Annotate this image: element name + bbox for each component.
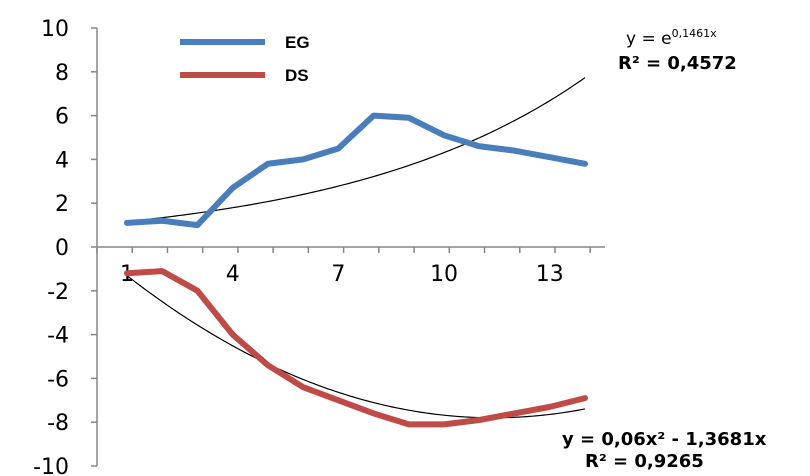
- y-tick-label: 6: [55, 105, 69, 130]
- legend-label-eg: EG: [285, 33, 310, 52]
- trendline-ds: [126, 275, 586, 419]
- trend-r2-eg: R² = 0,4572: [618, 53, 737, 74]
- series-line-ds: [124, 268, 588, 428]
- y-tick-label: 2: [55, 192, 69, 217]
- x-tick-label: 13: [536, 262, 564, 287]
- svg-text:y = e0,1461x: y = e0,1461x: [626, 27, 717, 49]
- trendline-eg: [126, 77, 586, 223]
- y-tick-label: -2: [47, 280, 69, 305]
- y-tick-label: 0: [55, 236, 69, 261]
- y-tick-label: 8: [55, 61, 69, 86]
- x-tick-label: 7: [331, 262, 345, 287]
- y-tick-label: 10: [41, 17, 69, 42]
- trend-eq-ds: y = 0,06x² - 1,3681x: [562, 429, 767, 450]
- series-lines: [124, 112, 588, 428]
- x-axis: 1 4 7 10 13: [96, 246, 605, 287]
- y-tick-label: -4: [47, 324, 69, 349]
- trend-label-eg: y = e0,1461x R² = 0,4572: [618, 27, 737, 74]
- trend-label-ds: y = 0,06x² - 1,3681x R² = 0,9265: [562, 429, 767, 472]
- legend-label-ds: DS: [285, 66, 309, 85]
- y-tick-label: -6: [47, 367, 69, 392]
- x-tick-label: 10: [430, 262, 458, 287]
- series-line-eg: [124, 112, 588, 229]
- y-tick-label: 4: [55, 148, 69, 173]
- trend-eq-eg-prefix: y = e: [626, 29, 672, 49]
- y-tick-label: -10: [33, 455, 69, 476]
- y-tick-label: -8: [47, 411, 69, 436]
- legend: EG DS: [180, 33, 310, 85]
- x-tick-label: 4: [226, 262, 240, 287]
- trend-eq-eg-exponent: 0,1461x: [672, 27, 717, 40]
- trend-r2-ds: R² = 0,9265: [585, 451, 704, 472]
- y-axis: 10 8 6 4 2 0 -2 -4 -6 -8 -10: [33, 17, 98, 476]
